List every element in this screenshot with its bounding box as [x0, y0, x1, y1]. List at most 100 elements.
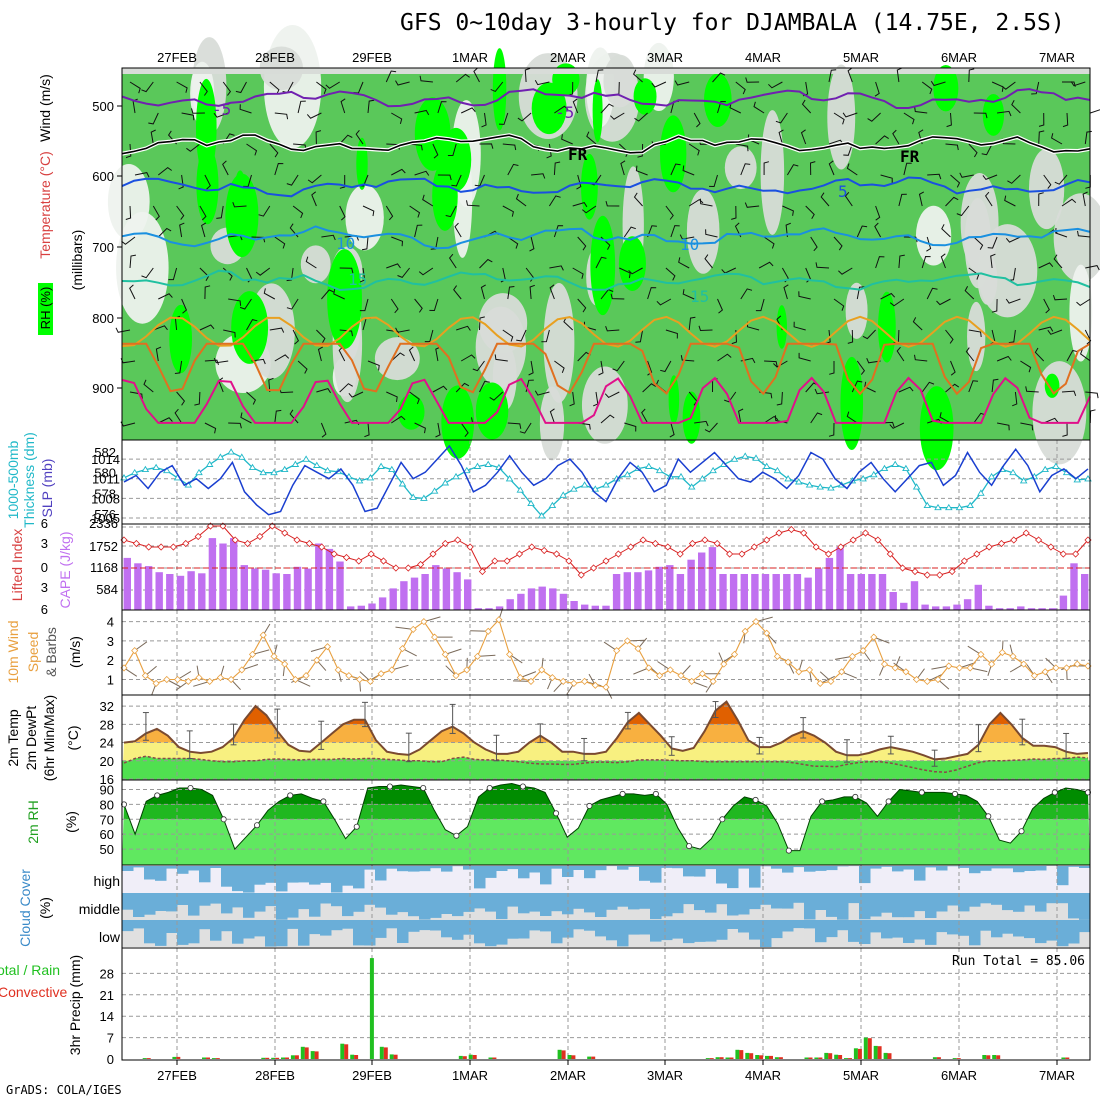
lifted-index-point: [627, 543, 635, 551]
cloud-bar: [265, 866, 277, 883]
wind-speed-point: [334, 666, 342, 674]
cloud-bar: [485, 866, 497, 878]
precip-convective-bar: [344, 1044, 349, 1059]
lifted-index-point: [441, 539, 449, 548]
wind-barb: [892, 129, 900, 145]
wind-barb: [735, 143, 749, 152]
wind-barb: [448, 253, 457, 269]
rh-point: [121, 801, 128, 808]
cloud-bar: [474, 893, 486, 909]
cloud-bar: [166, 893, 178, 912]
wind-speed-point: [709, 677, 717, 685]
wind-barb: [682, 289, 695, 300]
lifted-index-point: [417, 560, 425, 569]
wind-barb: [115, 327, 131, 333]
cape-bar: [825, 557, 834, 610]
cloud-bar: [727, 866, 739, 889]
rh-point: [586, 802, 593, 809]
cloud-bar: [408, 866, 420, 872]
wind-barb: [204, 359, 219, 365]
wind-speed-point: [1041, 668, 1049, 676]
wind-speed-point: [923, 677, 931, 685]
lifted-index-point: [404, 564, 412, 572]
wind-barb: [981, 143, 993, 156]
cloud-bar: [276, 866, 288, 892]
wind-barb: [595, 256, 607, 269]
wind-barb: [395, 80, 410, 86]
wind-barb: [554, 360, 565, 373]
lifted-index-point: [182, 539, 190, 548]
cloud-bar: [914, 866, 926, 881]
cloud-bar: [1068, 893, 1080, 919]
thickness-point: [805, 481, 814, 488]
precip-convective-bar: [877, 1046, 882, 1059]
wind-barb: [1053, 254, 1063, 269]
rh-point: [187, 785, 194, 792]
wind-barb: [856, 225, 868, 238]
cape-bar: [761, 574, 770, 610]
wind-barb: [435, 422, 441, 438]
precip-convective-bar: [818, 1057, 823, 1059]
cloud-bar: [177, 866, 189, 874]
wind-speed-point: [870, 633, 878, 641]
wind-speed-point: [559, 677, 567, 685]
wind-barb: [246, 391, 257, 405]
wind-barb: [604, 391, 620, 399]
wind-barb: [642, 383, 656, 393]
cloud-bar: [430, 893, 442, 918]
cloud-bar: [287, 920, 299, 929]
wind-speed-point: [741, 627, 749, 635]
wind-barb: [213, 112, 229, 118]
cloud-bar: [870, 920, 882, 933]
wind-barb: [201, 222, 207, 238]
lifted-index-point: [145, 543, 153, 551]
wind-barb: [927, 173, 942, 180]
cloud-bar: [881, 866, 893, 867]
lifted-index-point: [515, 550, 524, 558]
cloud-bar: [738, 920, 750, 933]
wind-speed-point: [409, 625, 417, 633]
cloud-bar: [1068, 920, 1080, 944]
wind-barb: [984, 191, 993, 207]
temp-tick-label: 20: [100, 754, 114, 769]
precip-tick-label: 28: [100, 966, 114, 981]
cloud-bar: [474, 920, 486, 944]
wind-barb: [408, 346, 416, 362]
wind-speed-point: [784, 658, 792, 666]
wind-speed-point: [945, 662, 953, 670]
wind-barb: [898, 386, 914, 393]
cloud-bar: [925, 920, 937, 945]
cape-bar: [751, 574, 759, 610]
lifted-index-point: [936, 571, 944, 579]
lifted-index-point: [800, 529, 808, 537]
cloud-bar: [1046, 893, 1058, 904]
cape-bar: [527, 588, 536, 610]
wind-barb: [632, 69, 643, 83]
thickness-tick-label: 580: [94, 466, 116, 481]
cape-bar: [995, 608, 1004, 610]
rh-moist-region: [414, 97, 451, 171]
thickness-point: [216, 453, 225, 460]
wind-barb: [946, 112, 952, 128]
wind-barb: [619, 267, 631, 279]
wind-barb: [228, 422, 242, 429]
wind-barb: [1062, 112, 1069, 128]
precip-total-bar: [873, 1045, 878, 1059]
precip-total-bar: [202, 1057, 206, 1059]
precip-total-bar: [853, 1048, 858, 1059]
wind-speed-point: [495, 616, 503, 624]
cloud-bar: [408, 893, 420, 917]
precip-total-bar: [389, 1054, 394, 1059]
lifted-index-tick-label: 0: [41, 560, 48, 575]
thickness-point: [795, 478, 803, 485]
rh-moist-region: [982, 93, 1005, 136]
rh-line: [123, 782, 1089, 852]
wind-speed-point: [184, 677, 192, 685]
wind-speed-point: [880, 660, 889, 668]
wind-barb: [764, 360, 778, 367]
cloud-bar: [925, 866, 937, 868]
wind-barb: [798, 291, 811, 300]
rh-tick-label: 60: [100, 827, 114, 842]
panel-thickness-slp: [120, 440, 1092, 524]
cloud-bar: [1024, 893, 1036, 906]
